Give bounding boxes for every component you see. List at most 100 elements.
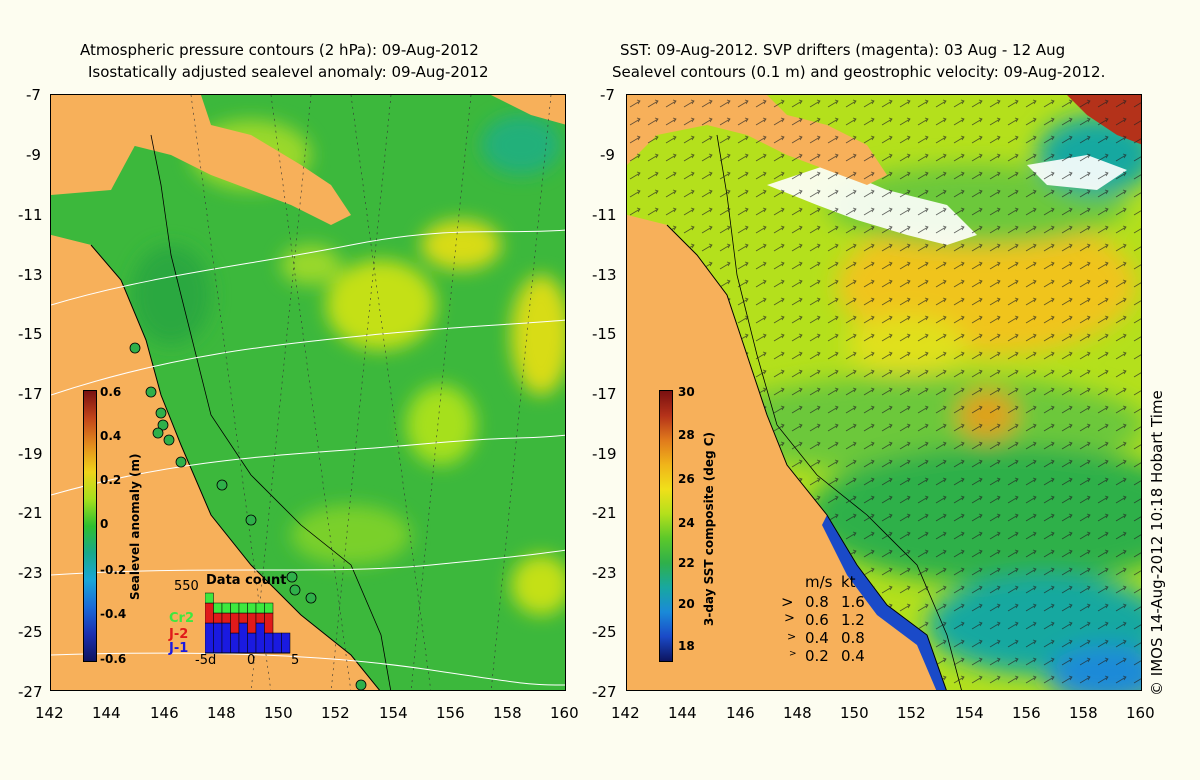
lat-tick: -9 bbox=[26, 146, 41, 164]
data-count-bar-cr2 bbox=[238, 602, 248, 614]
velocity-kt: 1.6 bbox=[841, 593, 865, 611]
data-count-bar-j1 bbox=[281, 632, 291, 654]
lat-tick: -17 bbox=[18, 385, 43, 403]
velocity-ms: 0.6 bbox=[805, 611, 829, 629]
data-count-bar-j1 bbox=[264, 632, 274, 654]
velocity-ms: 0.2 bbox=[805, 647, 829, 665]
lat-tick: -17 bbox=[592, 385, 617, 403]
lat-tick: -7 bbox=[26, 86, 41, 104]
left-title-line2: Isostatically adjusted sealevel anomaly:… bbox=[88, 63, 489, 81]
lat-tick: -21 bbox=[18, 504, 43, 522]
data-count-bar-j1 bbox=[272, 632, 282, 654]
lon-tick: 142 bbox=[611, 704, 640, 722]
data-count-bar-j2 bbox=[230, 612, 240, 634]
lat-tick: -27 bbox=[18, 683, 43, 701]
data-count-bar-j1 bbox=[205, 622, 214, 654]
cb-right-label: 30 bbox=[678, 385, 695, 399]
cb-right-label: 20 bbox=[678, 597, 695, 611]
lon-tick: 146 bbox=[726, 704, 755, 722]
lat-tick: -23 bbox=[592, 564, 617, 582]
data-count-bar-j2 bbox=[255, 612, 265, 624]
data-count-bar-j2 bbox=[213, 612, 223, 624]
cb-left-label: -0.2 bbox=[100, 563, 127, 577]
cb-right-label: 24 bbox=[678, 516, 695, 530]
lon-tick: 148 bbox=[783, 704, 812, 722]
lon-tick: 158 bbox=[493, 704, 522, 722]
right-title-line2: Sealevel contours (0.1 m) and geostrophi… bbox=[612, 63, 1106, 81]
cb-left-label: 0 bbox=[100, 517, 109, 531]
data-count-bar-cr2 bbox=[205, 592, 214, 604]
velocity-ms: 0.4 bbox=[805, 629, 829, 647]
velocity-arrow-icon: > bbox=[781, 593, 794, 611]
left-title-line1: Atmospheric pressure contours (2 hPa): 0… bbox=[80, 41, 479, 59]
data-count-bar-j2 bbox=[264, 612, 274, 634]
velocity-kt: 0.4 bbox=[841, 647, 865, 665]
cb-right-label: 26 bbox=[678, 472, 695, 486]
velocity-ms: 0.8 bbox=[805, 593, 829, 611]
sealevel-anomaly-map: Data count 550 Cr2 J-2 J-1 -5d 0 5 bbox=[50, 94, 566, 691]
cb-left-label: 0.4 bbox=[100, 429, 122, 443]
data-count-bar-j1 bbox=[230, 632, 240, 654]
sst-colorbar-title: 3-day SST composite (deg C) bbox=[702, 431, 716, 626]
series-label-j1: J-1 bbox=[169, 641, 189, 656]
sealevel-map-canvas bbox=[51, 95, 565, 690]
lon-tick: 144 bbox=[92, 704, 121, 722]
cb-left-label: -0.4 bbox=[100, 607, 127, 621]
cb-left-label: 0.6 bbox=[100, 385, 122, 399]
data-count-bar-cr2 bbox=[247, 602, 257, 614]
lon-tick: 160 bbox=[550, 704, 579, 722]
data-count-bar-j1 bbox=[213, 622, 223, 654]
lon-tick: 154 bbox=[955, 704, 984, 722]
lon-tick: 150 bbox=[840, 704, 869, 722]
lat-tick: -25 bbox=[592, 623, 617, 641]
lat-tick: -15 bbox=[592, 325, 617, 343]
lon-tick: 150 bbox=[264, 704, 293, 722]
lat-tick: -19 bbox=[592, 445, 617, 463]
data-count-bar-j2 bbox=[238, 612, 248, 624]
sst-map-canvas bbox=[627, 95, 1141, 690]
lon-tick: 156 bbox=[1012, 704, 1041, 722]
x-tick-0: 0 bbox=[247, 653, 256, 668]
lon-tick: 152 bbox=[897, 704, 926, 722]
lon-tick: 158 bbox=[1069, 704, 1098, 722]
cb-left-label: -0.6 bbox=[100, 652, 127, 666]
data-count-bar-cr2 bbox=[264, 602, 274, 614]
data-count-chart bbox=[205, 592, 291, 654]
lon-tick: 160 bbox=[1126, 704, 1155, 722]
lat-tick: -15 bbox=[18, 325, 43, 343]
cb-left-label: 0.2 bbox=[100, 473, 122, 487]
data-count-max: 550 bbox=[174, 579, 199, 594]
lat-tick: -13 bbox=[18, 266, 43, 284]
data-count-bar-cr2 bbox=[213, 602, 223, 614]
lat-tick: -9 bbox=[600, 146, 615, 164]
lon-tick: 152 bbox=[321, 704, 350, 722]
cb-right-label: 22 bbox=[678, 556, 695, 570]
velocity-header-ms: m/s bbox=[805, 573, 833, 591]
data-count-inset: Data count 550 Cr2 J-2 J-1 -5d 0 5 bbox=[169, 573, 301, 669]
data-count-bar-j2 bbox=[221, 612, 231, 624]
lon-tick: 146 bbox=[150, 704, 179, 722]
velocity-header-kt: kt bbox=[841, 573, 856, 591]
data-count-bar-cr2 bbox=[255, 602, 265, 614]
data-count-bar-j1 bbox=[238, 622, 248, 654]
x-tick-5: 5 bbox=[291, 653, 300, 668]
lat-tick: -23 bbox=[18, 564, 43, 582]
data-count-bar-cr2 bbox=[230, 602, 240, 614]
data-count-bar-j2 bbox=[205, 602, 214, 624]
data-count-bar-j2 bbox=[247, 612, 257, 634]
cb-right-label: 18 bbox=[678, 639, 695, 653]
data-count-bar-j1 bbox=[247, 632, 257, 654]
x-tick-neg5d: -5d bbox=[195, 653, 217, 668]
data-count-title: Data count bbox=[206, 573, 287, 588]
lon-tick: 156 bbox=[436, 704, 465, 722]
velocity-kt: 0.8 bbox=[841, 629, 865, 647]
sst-map: m/s kt > 0.8 1.6 > 0.6 1.2 > 0.4 0.8 > 0… bbox=[626, 94, 1142, 691]
velocity-arrow-icon: > bbox=[787, 630, 797, 643]
velocity-legend: m/s kt > 0.8 1.6 > 0.6 1.2 > 0.4 0.8 > 0… bbox=[777, 573, 897, 673]
lat-tick: -19 bbox=[18, 445, 43, 463]
lat-tick: -11 bbox=[18, 206, 43, 224]
sealevel-colorbar bbox=[83, 390, 97, 662]
series-label-cr2: Cr2 bbox=[169, 611, 194, 626]
lon-tick: 142 bbox=[35, 704, 64, 722]
data-count-bar-j1 bbox=[255, 622, 265, 654]
